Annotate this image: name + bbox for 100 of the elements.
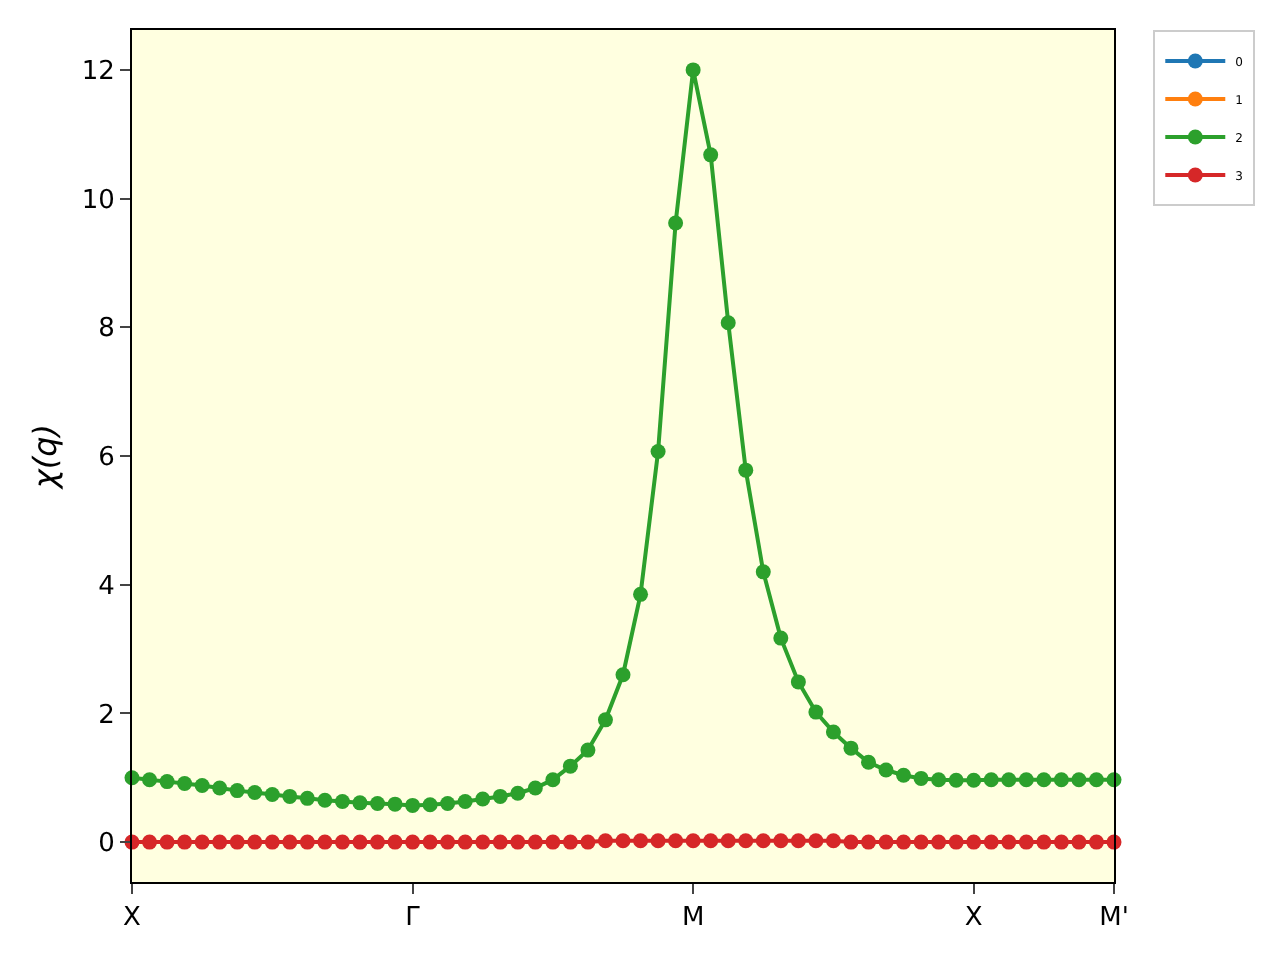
point bbox=[1053, 772, 1069, 788]
point bbox=[317, 834, 333, 850]
y-tick-label: 6 bbox=[98, 443, 115, 474]
point bbox=[282, 834, 298, 850]
point bbox=[1071, 772, 1087, 788]
point bbox=[440, 834, 456, 850]
point bbox=[545, 834, 561, 850]
point bbox=[229, 783, 245, 799]
point bbox=[896, 767, 912, 783]
point bbox=[861, 754, 876, 770]
point bbox=[387, 796, 403, 812]
point bbox=[755, 564, 771, 580]
point bbox=[825, 724, 841, 740]
point bbox=[194, 834, 210, 850]
point bbox=[685, 833, 701, 849]
point bbox=[142, 772, 158, 788]
point bbox=[650, 833, 666, 849]
point bbox=[597, 712, 613, 728]
point bbox=[247, 785, 263, 801]
point bbox=[247, 834, 263, 850]
point bbox=[738, 833, 754, 849]
point bbox=[668, 833, 684, 849]
point bbox=[545, 772, 561, 788]
point bbox=[755, 833, 771, 849]
point bbox=[440, 796, 456, 811]
point bbox=[422, 834, 438, 850]
point bbox=[229, 834, 245, 850]
y-tick-label: 0 bbox=[98, 829, 115, 860]
point bbox=[966, 772, 982, 788]
point bbox=[334, 794, 350, 810]
point bbox=[510, 834, 526, 850]
point bbox=[861, 834, 876, 850]
point bbox=[1071, 834, 1087, 850]
point bbox=[843, 740, 859, 756]
point bbox=[703, 147, 719, 163]
point bbox=[790, 674, 806, 690]
point bbox=[913, 770, 929, 786]
point bbox=[703, 833, 719, 849]
point bbox=[1053, 834, 1069, 850]
point bbox=[264, 834, 280, 850]
y-tick-label: 12 bbox=[81, 57, 115, 87]
point bbox=[878, 762, 894, 778]
point bbox=[405, 834, 421, 850]
point bbox=[633, 586, 649, 602]
point bbox=[1036, 834, 1052, 850]
y-axis-title: χ(q) bbox=[25, 423, 64, 491]
point bbox=[370, 796, 385, 811]
x-tick-label: X bbox=[123, 903, 142, 934]
point bbox=[843, 834, 859, 850]
point bbox=[212, 780, 228, 796]
x-tick-label: M' bbox=[1099, 903, 1129, 934]
point bbox=[352, 795, 368, 811]
point bbox=[1088, 834, 1104, 850]
point bbox=[562, 758, 578, 774]
point bbox=[177, 834, 193, 850]
point bbox=[299, 790, 315, 806]
x-tick-label: M bbox=[681, 903, 705, 934]
point bbox=[966, 834, 982, 850]
point bbox=[668, 215, 684, 231]
point bbox=[352, 834, 368, 850]
point bbox=[896, 834, 912, 850]
point bbox=[615, 833, 631, 849]
point bbox=[1018, 772, 1034, 788]
point bbox=[1018, 834, 1034, 850]
x-tick-label: Γ bbox=[405, 903, 422, 934]
point bbox=[1001, 772, 1017, 788]
point bbox=[405, 797, 421, 813]
point bbox=[492, 834, 508, 850]
point bbox=[492, 788, 508, 804]
point bbox=[299, 834, 315, 850]
point bbox=[1001, 834, 1017, 850]
point bbox=[720, 315, 736, 331]
point bbox=[282, 788, 298, 804]
point bbox=[808, 704, 824, 720]
point bbox=[1088, 772, 1104, 788]
point bbox=[597, 833, 613, 849]
point bbox=[177, 776, 193, 792]
point bbox=[212, 834, 228, 850]
point bbox=[720, 833, 736, 849]
point bbox=[685, 62, 701, 78]
point bbox=[580, 742, 596, 758]
point bbox=[527, 780, 543, 796]
point bbox=[510, 785, 526, 801]
point bbox=[878, 834, 894, 850]
point bbox=[773, 630, 789, 646]
point bbox=[615, 667, 631, 683]
point bbox=[317, 792, 333, 808]
point bbox=[527, 834, 543, 850]
point bbox=[457, 834, 473, 850]
point bbox=[633, 833, 649, 849]
point bbox=[159, 774, 175, 790]
y-tick-label: 4 bbox=[98, 571, 115, 602]
point bbox=[738, 462, 754, 478]
point bbox=[194, 777, 210, 793]
point bbox=[370, 834, 385, 850]
point bbox=[334, 834, 350, 850]
point bbox=[562, 834, 578, 850]
point bbox=[790, 833, 806, 849]
point bbox=[159, 834, 175, 850]
point bbox=[457, 794, 473, 810]
